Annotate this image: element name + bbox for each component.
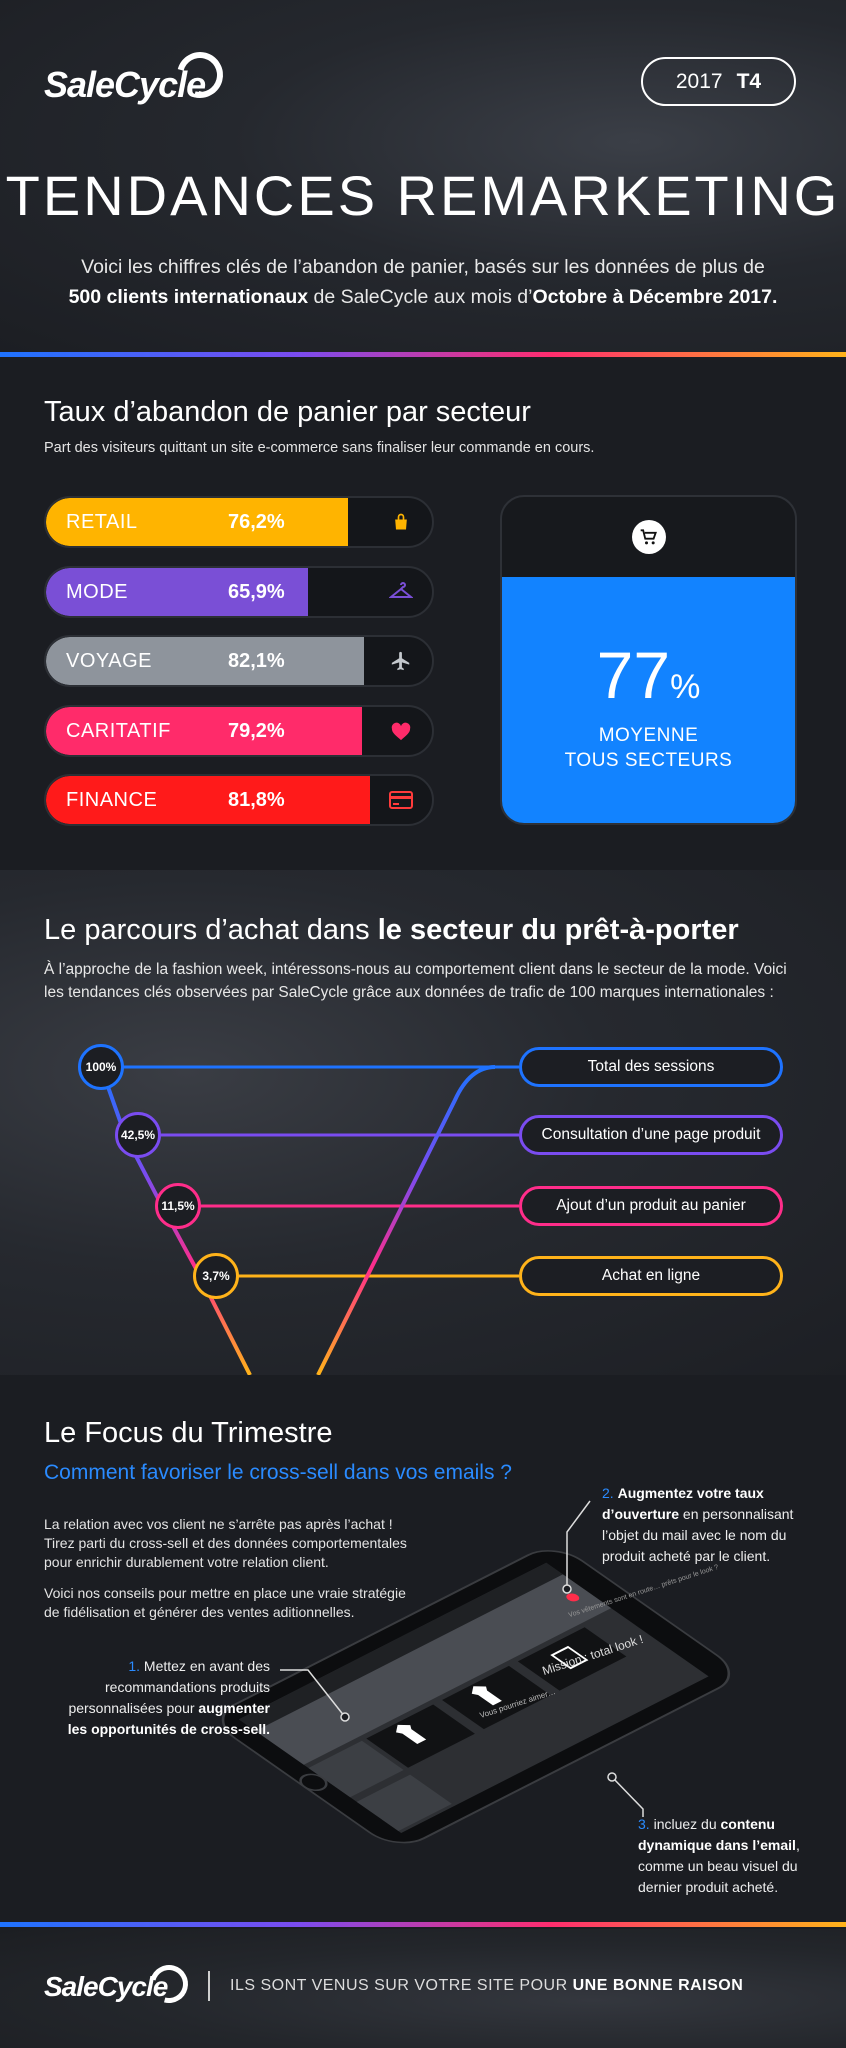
footer: SaleCycle ILS SONT VENUS SUR VOTRE SITE … bbox=[0, 1929, 846, 2048]
sector-label: RETAIL bbox=[66, 511, 138, 533]
shopping-bag-icon bbox=[370, 498, 432, 546]
gradient-divider-bottom bbox=[0, 1922, 846, 1927]
focus-title: Le Focus du Trimestre bbox=[44, 1417, 333, 1449]
average-label-2: TOUS SECTEURS bbox=[564, 750, 733, 771]
hanger-icon bbox=[370, 568, 432, 616]
sector-bar-fill bbox=[46, 637, 364, 685]
page-title: TENDANCES REMARKETING bbox=[5, 164, 841, 227]
sector-value: 76,2% bbox=[228, 511, 285, 533]
step-node-cart: 11,5% bbox=[155, 1183, 201, 1229]
quarter-label: T4 bbox=[736, 69, 762, 93]
heart-icon bbox=[370, 707, 432, 755]
airplane-icon bbox=[370, 637, 432, 685]
credit-card-icon bbox=[370, 776, 432, 824]
step-pill-product: Consultation d’une page produit bbox=[519, 1115, 783, 1155]
footer-logo: SaleCycle bbox=[44, 1971, 168, 2002]
intro-text: Voici les chiffres clés de l’abandon de … bbox=[68, 256, 778, 308]
gradient-divider bbox=[0, 352, 846, 357]
funnel-right-path bbox=[316, 1065, 496, 1375]
step-pill-cart: Ajout d’un produit au panier bbox=[519, 1186, 783, 1226]
sector-bar-caritatif: CARITATIF 79,2% bbox=[44, 705, 434, 757]
focus-subtitle: Comment favoriser le cross-sell dans vos… bbox=[44, 1461, 512, 1484]
step-node-product: 42,5% bbox=[115, 1112, 161, 1158]
journey-title: Le parcours d’achat dans le secteur du p… bbox=[44, 914, 739, 946]
tip-1: 1. Mettez en avant des recommandations p… bbox=[67, 1658, 270, 1737]
abandon-subtitle: Part des visiteurs quittant un site e-co… bbox=[44, 440, 595, 456]
year-label: 2017 bbox=[675, 69, 723, 93]
average-value: 77% bbox=[596, 638, 701, 712]
sector-bar-voyage: VOYAGE 82,1% bbox=[44, 635, 434, 687]
sector-bar-retail: RETAIL 76,2% bbox=[44, 496, 434, 548]
sector-value: 81,8% bbox=[228, 789, 285, 811]
salecycle-logo: SaleCycle bbox=[44, 43, 232, 120]
average-label-1: MOYENNE bbox=[598, 725, 699, 746]
tip-3: 3. incluez du contenu dynamique dans l’e… bbox=[638, 1816, 800, 1895]
footer-tagline: ILS SONT VENUS SUR VOTRE SITE POUR UNE B… bbox=[230, 1977, 744, 1994]
quarter-badge: 2017 T4 bbox=[641, 57, 796, 106]
tip-2: 2. Augmentez votre taux d’ouverture en p… bbox=[602, 1485, 794, 1564]
journey-section: Le parcours d’achat dans le secteur du p… bbox=[0, 870, 846, 1375]
step-pill-purchase: Achat en ligne bbox=[519, 1256, 783, 1296]
sector-label: MODE bbox=[66, 581, 128, 603]
focus-section: Le Focus du Trimestre Comment favoriser … bbox=[0, 1377, 846, 1922]
sector-bar-fill bbox=[46, 568, 308, 616]
sector-bar-mode: MODE 65,9% bbox=[44, 566, 434, 618]
step-node-purchase: 3,7% bbox=[193, 1253, 239, 1299]
sector-label: CARITATIF bbox=[66, 720, 171, 742]
sector-value: 79,2% bbox=[228, 720, 285, 742]
sector-value: 82,1% bbox=[228, 650, 285, 672]
sector-value: 65,9% bbox=[228, 581, 285, 603]
abandon-title: Taux d’abandon de panier par secteur bbox=[44, 396, 531, 428]
header-section: SaleCycle 2017 T4 TENDANCES REMARKETING … bbox=[0, 0, 846, 355]
footer-separator bbox=[208, 1971, 210, 2001]
sector-bar-fill bbox=[46, 707, 362, 755]
step-node-sessions: 100% bbox=[78, 1044, 124, 1090]
sector-bar-fill bbox=[46, 776, 370, 824]
average-card: 77% MOYENNE TOUS SECTEURS bbox=[500, 495, 797, 825]
cart-icon bbox=[631, 520, 666, 554]
sector-bar-fill bbox=[46, 498, 348, 546]
tip-pointers bbox=[280, 1500, 644, 1817]
focus-paragraph-1: La relation avec vos client ne s’arrête … bbox=[44, 1516, 407, 1570]
sector-label: VOYAGE bbox=[66, 650, 152, 672]
focus-paragraph-2: Voici nos conseils pour mettre en place … bbox=[44, 1585, 406, 1620]
sector-label: FINANCE bbox=[66, 789, 158, 811]
journey-text: À l’approche de la fashion week, intéres… bbox=[44, 961, 787, 1001]
step-pill-sessions: Total des sessions bbox=[519, 1047, 783, 1087]
sector-bar-finance: FINANCE 81,8% bbox=[44, 774, 434, 826]
